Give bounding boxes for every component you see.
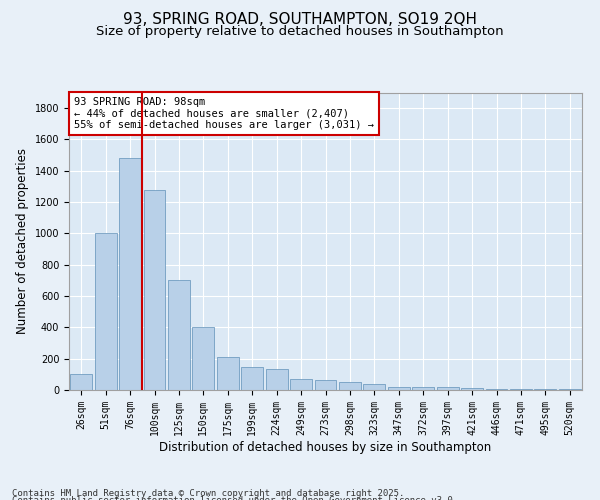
Bar [266, 369, 287, 390]
Bar [119, 158, 141, 390]
Text: Contains HM Land Registry data © Crown copyright and database right 2025.: Contains HM Land Registry data © Crown c… [12, 488, 404, 498]
Bar [290, 379, 312, 390]
Bar [314, 380, 337, 390]
X-axis label: Distribution of detached houses by size in Southampton: Distribution of detached houses by size … [160, 440, 491, 454]
Bar [485, 389, 508, 390]
Bar [535, 389, 556, 390]
Bar [339, 382, 361, 390]
Bar [412, 387, 434, 390]
Y-axis label: Number of detached properties: Number of detached properties [16, 148, 29, 334]
Bar [241, 366, 263, 390]
Bar [364, 384, 385, 390]
Bar [461, 388, 483, 390]
Bar [143, 190, 166, 390]
Text: Contains public sector information licensed under the Open Government Licence v3: Contains public sector information licen… [12, 496, 458, 500]
Bar [95, 234, 116, 390]
Bar [193, 328, 214, 390]
Bar [217, 357, 239, 390]
Bar [70, 374, 92, 390]
Text: Size of property relative to detached houses in Southampton: Size of property relative to detached ho… [96, 24, 504, 38]
Bar [168, 280, 190, 390]
Text: 93 SPRING ROAD: 98sqm
← 44% of detached houses are smaller (2,407)
55% of semi-d: 93 SPRING ROAD: 98sqm ← 44% of detached … [74, 97, 374, 130]
Bar [559, 389, 581, 390]
Bar [388, 387, 410, 390]
Bar [510, 389, 532, 390]
Bar [437, 387, 458, 390]
Text: 93, SPRING ROAD, SOUTHAMPTON, SO19 2QH: 93, SPRING ROAD, SOUTHAMPTON, SO19 2QH [123, 12, 477, 28]
